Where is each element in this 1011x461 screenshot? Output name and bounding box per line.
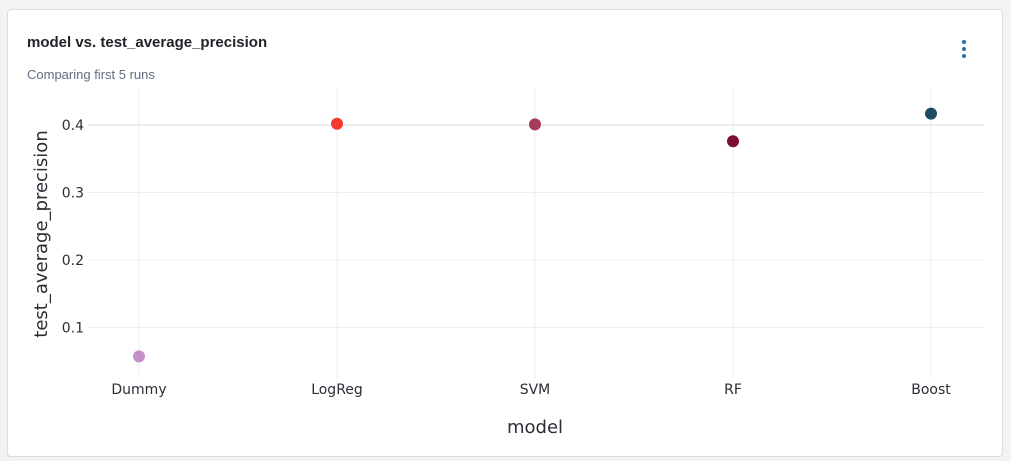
x-tick-labels: Dummy LogReg SVM RF Boost (111, 382, 951, 398)
data-point-svm[interactable] (529, 118, 541, 131)
data-point-dummy[interactable] (133, 350, 145, 363)
horizontal-gridlines (88, 124, 984, 328)
more-vertical-icon[interactable] (955, 38, 973, 60)
data-points (133, 107, 937, 363)
chart-title: model vs. test_average_precision (27, 34, 268, 51)
y-tick-label: 0.3 (62, 186, 84, 202)
x-tick-label: RF (724, 382, 742, 398)
y-axis-title: test_average_precision (31, 130, 52, 337)
y-tick-label: 0.1 (62, 320, 84, 336)
menu-dot (962, 40, 966, 44)
x-axis-title: model (507, 417, 563, 438)
data-point-rf[interactable] (727, 135, 739, 148)
data-point-logreg[interactable] (331, 117, 343, 130)
x-tick-label: SVM (520, 382, 551, 398)
menu-dot (962, 54, 966, 58)
chart-card: model vs. test_average_precision Compari… (7, 9, 1003, 457)
y-tick-label: 0.4 (62, 118, 84, 134)
x-tick-label: Dummy (111, 382, 166, 398)
y-tick-label: 0.2 (62, 253, 84, 269)
x-tick-label: Boost (911, 382, 951, 398)
vertical-gridlines (138, 88, 932, 378)
y-tick-labels: 0.1 0.2 0.3 0.4 (62, 118, 84, 336)
chart-subtitle: Comparing first 5 runs (27, 67, 155, 82)
x-tick-label: LogReg (311, 382, 363, 398)
scatter-plot: 0.1 0.2 0.3 0.4 Dummy LogReg SVM RF Boost model… (31, 88, 984, 438)
menu-dot (962, 47, 966, 51)
data-point-boost[interactable] (925, 107, 937, 120)
